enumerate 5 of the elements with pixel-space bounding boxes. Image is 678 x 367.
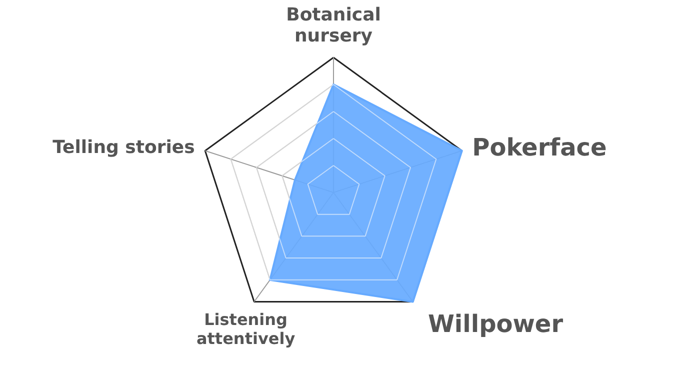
spoke-label: Telling stories xyxy=(52,136,195,158)
spoke-label: Pokerface xyxy=(472,133,607,162)
spoke-label: Botanical nursery xyxy=(286,4,381,47)
spoke-label: Listening attentively xyxy=(196,310,296,348)
spoke-label: Willpower xyxy=(428,310,564,338)
